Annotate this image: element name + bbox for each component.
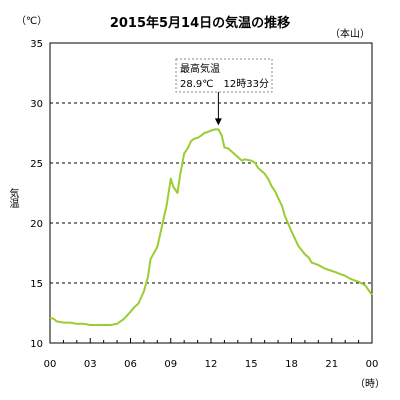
x-unit-label: （時） <box>355 379 385 390</box>
y-tick-label: 15 <box>30 279 43 290</box>
x-tick-label: 18 <box>285 359 298 370</box>
x-tick-label: 06 <box>124 359 137 370</box>
callout-arrowhead <box>214 118 222 126</box>
x-tick-label: 00 <box>366 359 379 370</box>
x-tick-label: 21 <box>325 359 338 370</box>
y-tick-label: 20 <box>30 219 43 230</box>
y-tick-label: 35 <box>30 39 43 50</box>
max-temperature-callout: 最高気温 28.9℃ 12時33分 <box>175 58 273 126</box>
y-tick-label: 25 <box>30 159 43 170</box>
y-tick-label: 10 <box>30 339 43 350</box>
y-tick-label: 30 <box>30 99 43 110</box>
y-axis-ticks: 10 15 20 25 30 35 <box>30 39 43 350</box>
location-label: （本山） <box>330 29 370 40</box>
x-tick-label: 12 <box>205 359 218 370</box>
x-tick-label: 00 <box>44 359 57 370</box>
y-unit-label: （℃） <box>16 16 48 27</box>
x-tick-label: 15 <box>245 359 258 370</box>
x-axis-ticks: 00 03 06 09 12 15 18 21 00 <box>44 338 379 370</box>
page-title: 2015年5月14日の気温の推移 <box>109 16 291 31</box>
x-tick-label: 09 <box>164 359 177 370</box>
callout-box <box>175 58 273 93</box>
y-axis-title: 気温 <box>7 188 18 208</box>
callout-line-1: 最高気温 <box>180 62 220 75</box>
x-tick-label: 03 <box>84 359 97 370</box>
callout-line-2: 28.9℃ 12時33分 <box>180 78 269 90</box>
temperature-series-line <box>49 128 373 326</box>
